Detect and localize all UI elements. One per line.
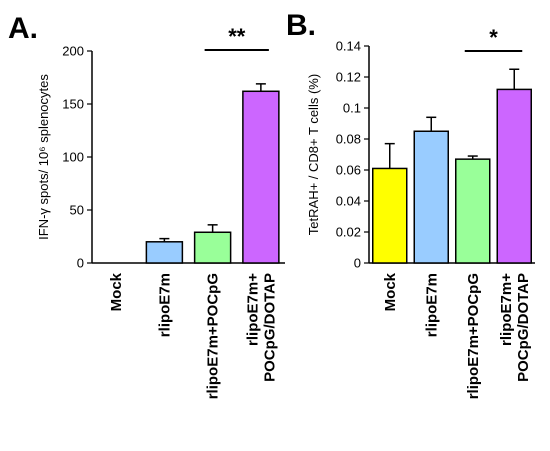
category-label-3: POCpG/DOTAP — [261, 273, 278, 382]
y-tick-label: 150 — [62, 97, 84, 112]
bar-0 — [372, 167, 408, 264]
significance-label: ** — [228, 24, 246, 49]
bar-3 — [242, 90, 280, 264]
panel-letter: B. — [286, 9, 316, 42]
y-tick-label: 0.1 — [343, 101, 361, 116]
significance-label: * — [489, 25, 498, 50]
category-label-3: POCpG/DOTAP — [515, 273, 532, 382]
category-label-1: rlipoE7m — [156, 273, 173, 337]
bar-2 — [455, 158, 491, 264]
y-tick-label: 200 — [62, 44, 84, 59]
category-label-3: rlipoE7m+ — [244, 273, 261, 346]
bar-3 — [496, 88, 532, 264]
category-label-1: rlipoE7m — [423, 273, 440, 337]
y-tick-label: 0.12 — [336, 70, 361, 85]
category-label-2: rlipoE7m+POCpG — [205, 273, 222, 399]
chart-panel-b: B. 0 0.02 0.04 0.06 0.08 0.1 0.12 0.14 TetRAH+ / … — [286, 9, 535, 399]
category-label-3: rlipoE7m+ — [498, 273, 515, 346]
category-label-0: Mock — [382, 272, 399, 311]
bar-1 — [413, 130, 449, 264]
bar-1 — [145, 241, 184, 264]
y-tick-label: 50 — [70, 203, 84, 218]
y-tick-label: 0.02 — [336, 225, 361, 240]
category-label-0: Mock — [108, 272, 125, 311]
y-axis-title: TetRAH+ / CD8+ T cells (%) — [306, 74, 321, 235]
chart-panel-a: A. 0 50 100 150 200 IFN-γ spots/ 10⁶ splenocyt… — [8, 12, 285, 399]
category-label-2: rlipoE7m+POCpG — [465, 273, 482, 399]
y-tick-label: 0.06 — [336, 163, 361, 178]
y-tick-label: 0 — [77, 256, 84, 271]
panel-letter: A. — [8, 12, 38, 45]
y-tick-label: 0 — [354, 256, 361, 271]
y-tick-label: 0.04 — [336, 194, 361, 209]
y-tick-label: 100 — [62, 150, 84, 165]
bar-2 — [193, 231, 232, 264]
y-tick-label: 0.14 — [336, 39, 361, 54]
y-tick-label: 0.08 — [336, 132, 361, 147]
y-axis-title: IFN-γ spots/ 10⁶ splenocytes — [36, 74, 51, 240]
